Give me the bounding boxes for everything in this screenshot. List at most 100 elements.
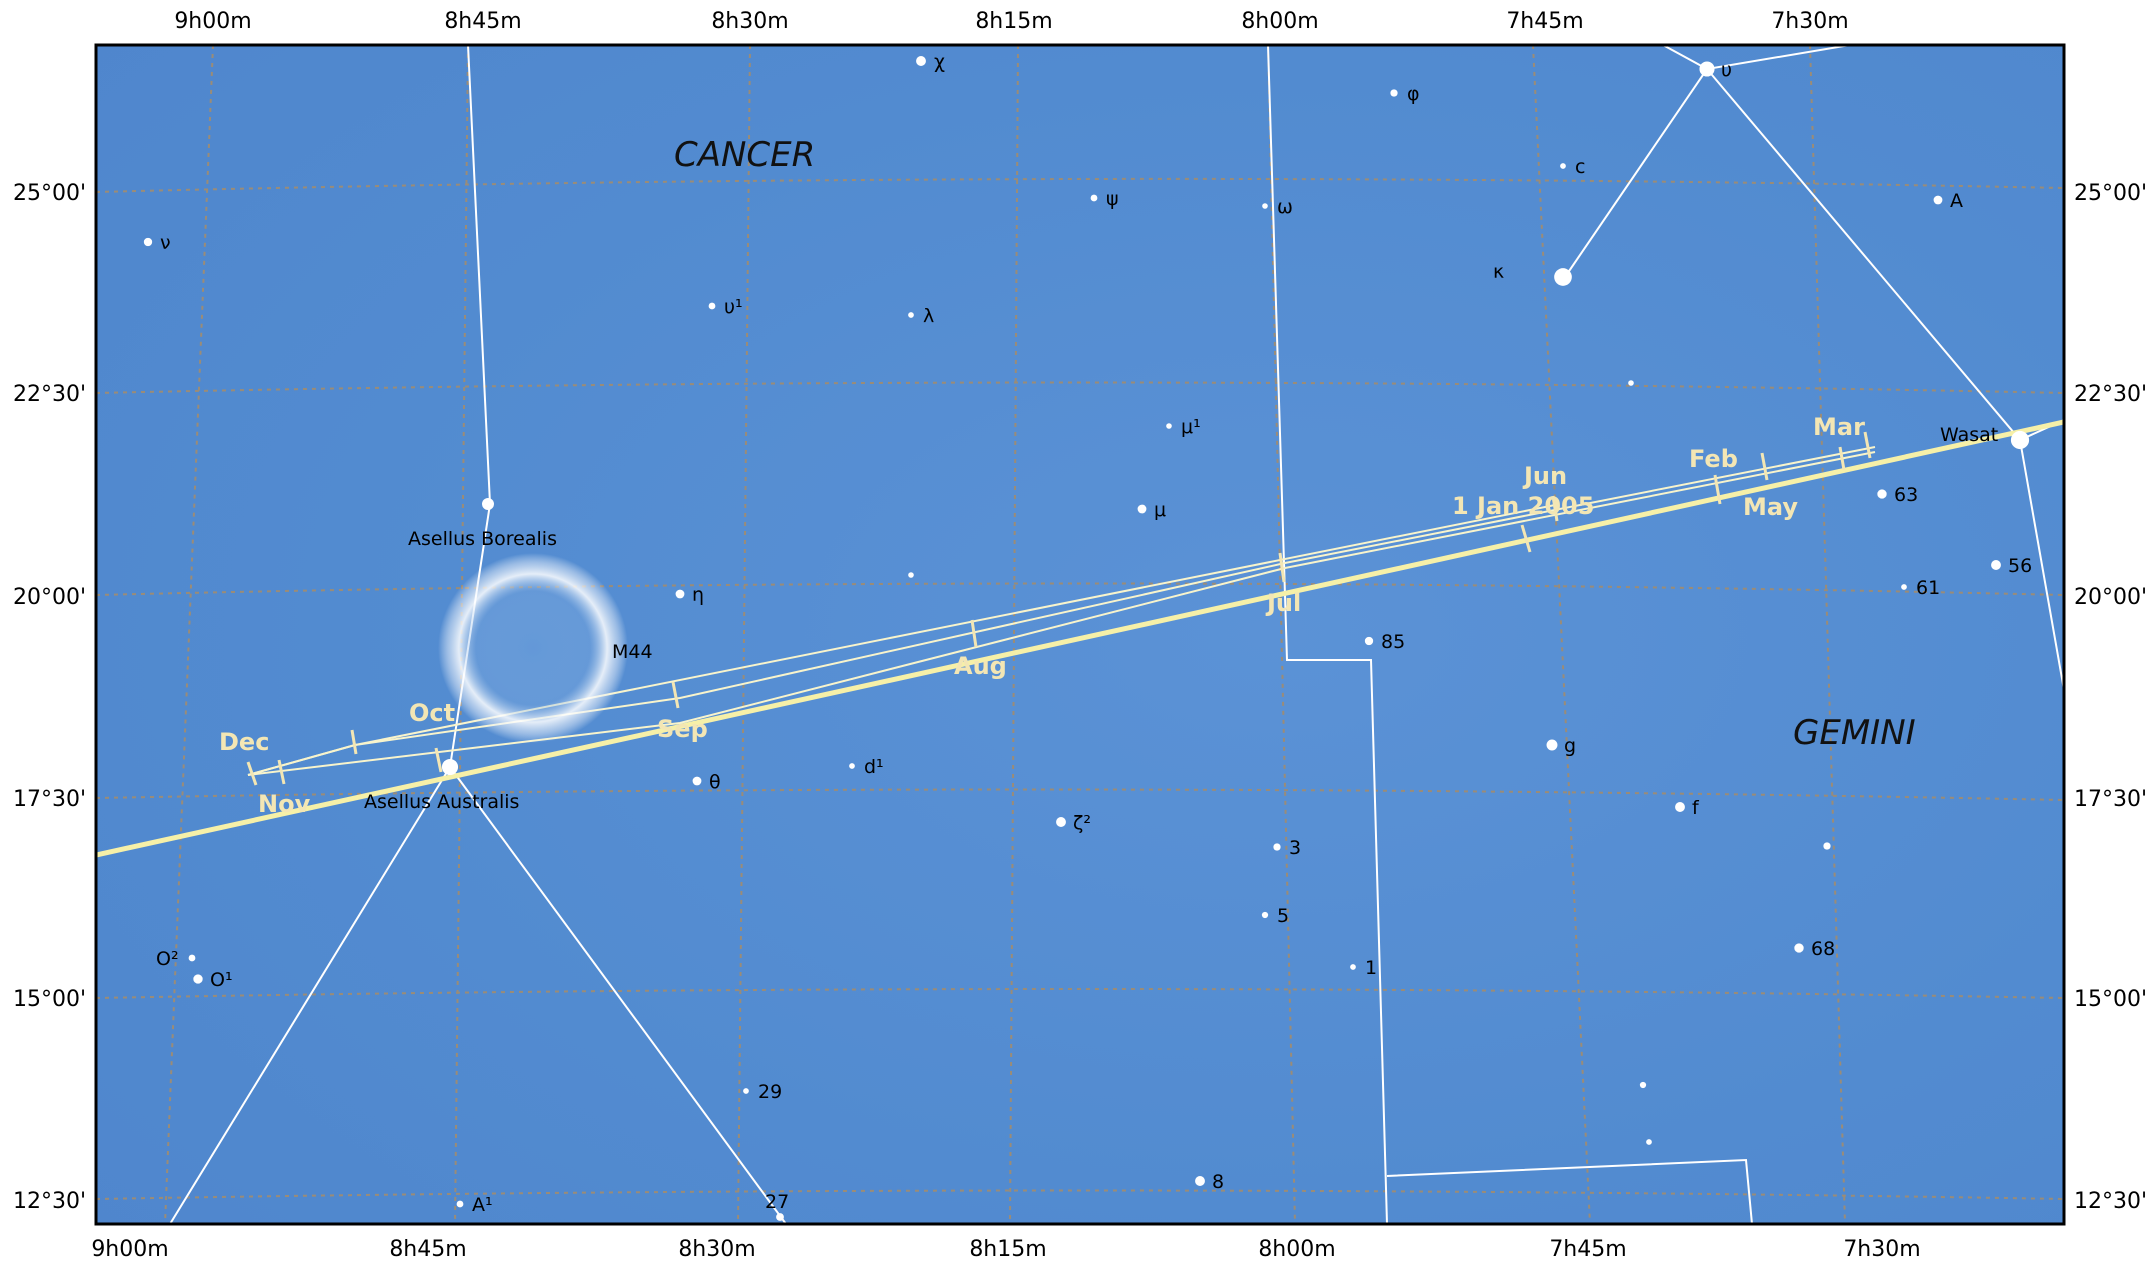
month-label: Jul xyxy=(1265,589,1301,617)
path-tick xyxy=(350,729,358,755)
star-label: ω xyxy=(1277,196,1293,218)
star-label: ν xyxy=(160,232,171,254)
star-marker xyxy=(1262,203,1268,209)
month-label: Jun xyxy=(1522,462,1567,490)
constellation-name-gemini: GEMINI xyxy=(1793,713,1916,753)
star-label: Wasat xyxy=(1940,424,1998,446)
dec-grid-line xyxy=(96,177,2064,193)
star-marker xyxy=(1137,504,1147,514)
month-label: Dec xyxy=(219,728,269,756)
dec-grid-line xyxy=(96,788,2064,801)
dec-label-left: 25°00' xyxy=(13,181,86,206)
path-tick xyxy=(434,747,443,773)
star-label: χ xyxy=(934,51,945,73)
star-marker xyxy=(743,1088,749,1094)
ra-grid-line xyxy=(454,45,469,1224)
star-label: 61 xyxy=(1916,577,1940,599)
star-label: A xyxy=(1950,190,1963,212)
star-label: O¹ xyxy=(210,969,233,991)
month-label: Sep xyxy=(657,715,708,743)
star-label: 85 xyxy=(1381,631,1405,653)
star-marker xyxy=(908,572,914,578)
path-tick xyxy=(246,761,258,786)
ra-label-top: 7h30m xyxy=(1771,9,1848,34)
ra-grid-line xyxy=(1267,45,1296,1224)
ra-label-top: 8h15m xyxy=(975,9,1052,34)
star-marker xyxy=(1195,1176,1205,1186)
path-tick xyxy=(277,759,286,785)
star-label: θ xyxy=(709,771,721,793)
chart-frame xyxy=(94,43,2066,1226)
star-label: Asellus Australis xyxy=(364,791,519,813)
month-label: Nov xyxy=(258,790,311,818)
star-marker xyxy=(776,1213,784,1221)
month-label: Mar xyxy=(1813,413,1865,441)
star-marker xyxy=(1350,964,1356,970)
planet-path-lower xyxy=(247,451,1876,776)
path-tick xyxy=(1713,474,1722,505)
ra-grid-line xyxy=(1532,45,1591,1224)
star-marker xyxy=(1390,89,1398,97)
ra-label-bottom: 7h30m xyxy=(1843,1237,1920,1262)
ra-grid-line xyxy=(1009,45,1019,1224)
ra-label-bottom: 8h30m xyxy=(678,1237,755,1262)
star-marker xyxy=(908,312,914,318)
dec-grid-line xyxy=(96,582,2064,596)
star-label: υ¹ xyxy=(724,296,743,318)
star-marker xyxy=(1933,195,1943,205)
dec-grid-line xyxy=(96,988,2064,999)
dec-label-right: 15°00' xyxy=(2074,987,2147,1012)
ra-grid-lines xyxy=(164,45,1846,1224)
path-tick xyxy=(1551,495,1559,522)
month-labels: Dec Nov Oct Sep Aug Jul Jun 1 Jan 2005 F… xyxy=(219,413,1865,818)
path-ticks xyxy=(246,431,1872,786)
star-label: 68 xyxy=(1811,938,1835,960)
star-marker xyxy=(456,1200,464,1208)
month-label: Oct xyxy=(409,699,455,727)
path-tick xyxy=(1838,446,1846,471)
star-marker xyxy=(193,974,203,984)
ra-label-top: 9h00m xyxy=(174,9,251,34)
star-marker xyxy=(1699,61,1715,77)
dec-label-left: 20°00' xyxy=(13,585,86,610)
dec-label-right: 22°30' xyxy=(2074,382,2147,407)
star-label: μ¹ xyxy=(1181,416,1201,438)
star-label: 56 xyxy=(2008,555,2032,577)
star-marker xyxy=(692,776,702,786)
path-tick xyxy=(1278,552,1286,583)
star-marker xyxy=(1546,739,1558,751)
dec-label-right: 20°00' xyxy=(2074,585,2147,610)
star-label: A¹ xyxy=(472,1194,493,1216)
star-label: c xyxy=(1575,156,1585,178)
star-marker xyxy=(2010,430,2030,450)
dec-label-right: 17°30' xyxy=(2074,787,2147,812)
star-marker xyxy=(1628,380,1634,386)
star-label: 5 xyxy=(1277,905,1289,927)
sky-background xyxy=(96,45,2064,1224)
star-marker xyxy=(1675,802,1685,812)
ra-label-bottom: 8h00m xyxy=(1258,1237,1335,1262)
cluster-label-m44: M44 xyxy=(612,641,653,663)
star-label: d¹ xyxy=(864,756,884,778)
star-label: ψ xyxy=(1106,188,1119,210)
ra-label-bottom: 7h45m xyxy=(1549,1237,1626,1262)
ra-label-bottom: 9h00m xyxy=(91,1237,168,1262)
star-marker xyxy=(1991,560,2001,570)
star-label: λ xyxy=(923,305,934,327)
star-label: φ xyxy=(1407,83,1420,105)
star-marker xyxy=(143,237,153,247)
star-marker xyxy=(1823,842,1831,850)
path-tick xyxy=(671,681,680,709)
dec-grid-line xyxy=(96,1189,2064,1200)
star-label: 3 xyxy=(1289,837,1301,859)
star-marker xyxy=(1166,423,1172,429)
star-marker xyxy=(1273,843,1281,851)
ra-label-top: 8h30m xyxy=(711,9,788,34)
star-marker xyxy=(916,56,926,66)
dec-grid-lines xyxy=(96,177,2064,1200)
star-marker xyxy=(1560,163,1566,169)
star-label: 8 xyxy=(1212,1171,1224,1193)
star-marker xyxy=(1901,584,1907,590)
